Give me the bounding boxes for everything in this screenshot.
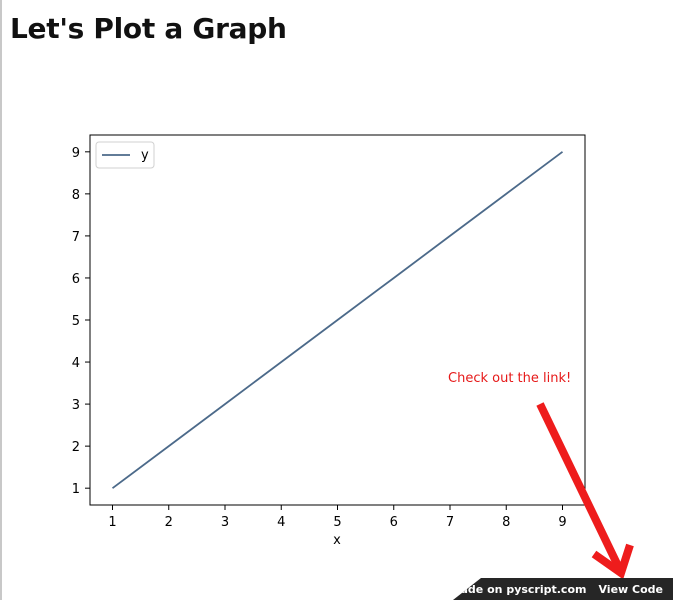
y-axis: 1 2 3 4 5 6 7 8 9 <box>72 146 90 497</box>
y-tick-label: 4 <box>72 356 80 371</box>
x-tick-label: 4 <box>277 515 285 530</box>
x-tick-label: 9 <box>558 515 566 530</box>
x-tick-label: 2 <box>165 515 173 530</box>
page-title: Let's Plot a Graph <box>10 12 287 45</box>
y-tick-label: 8 <box>72 188 80 203</box>
x-axis-label: x <box>333 533 341 548</box>
made-on-pyscript-link[interactable]: Made on pyscript.com <box>449 582 587 596</box>
arrow-shaft <box>536 402 624 572</box>
series-line-y <box>111 151 564 489</box>
y-tick-label: 1 <box>72 482 80 497</box>
y-tick-label: 9 <box>72 146 80 161</box>
y-tick-label: 6 <box>72 272 80 287</box>
x-tick-label: 7 <box>446 515 454 530</box>
x-tick-label: 8 <box>502 515 510 530</box>
x-axis: 1 2 3 4 5 6 7 8 9 <box>108 505 567 530</box>
view-code-link[interactable]: View Code <box>598 582 663 596</box>
window-left-border <box>0 0 2 600</box>
y-tick-label: 5 <box>72 314 80 329</box>
x-tick-label: 1 <box>108 515 116 530</box>
x-tick-label: 3 <box>221 515 229 530</box>
y-tick-label: 2 <box>72 440 80 455</box>
annotation-arrow <box>536 402 634 580</box>
x-tick-label: 6 <box>390 515 398 530</box>
legend-label-y: y <box>141 148 149 163</box>
pyscript-footer: Made on pyscript.com View Code <box>453 578 673 600</box>
y-tick-label: 3 <box>72 398 80 413</box>
y-tick-label: 7 <box>72 230 80 245</box>
x-tick-label: 5 <box>333 515 341 530</box>
annotation-text: Check out the link! <box>448 371 572 386</box>
arrow-head <box>591 543 634 580</box>
legend: y <box>95 141 155 169</box>
